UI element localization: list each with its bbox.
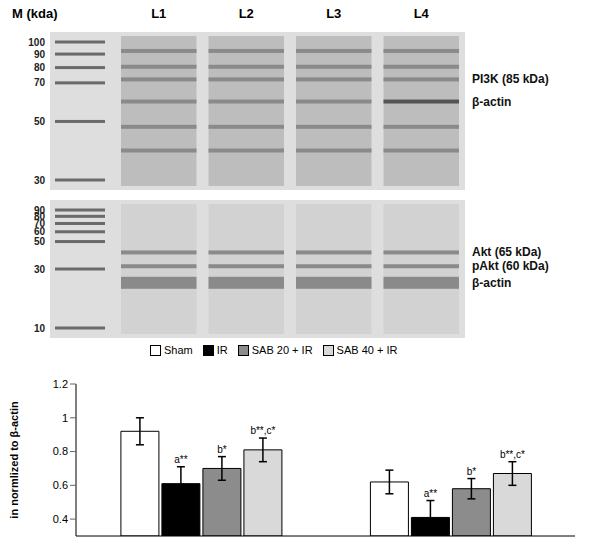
svg-text:M (kda): M (kda)	[12, 6, 58, 21]
svg-text:70: 70	[33, 218, 45, 229]
svg-text:100: 100	[28, 37, 45, 48]
svg-text:L1: L1	[151, 6, 166, 21]
svg-text:80: 80	[34, 62, 46, 73]
svg-text:30: 30	[34, 264, 46, 275]
svg-text:L2: L2	[239, 6, 254, 21]
html-text:IR: IR	[216, 344, 228, 356]
svg-text:L3: L3	[326, 6, 341, 21]
svg-text:50: 50	[34, 236, 46, 247]
svg-text:50: 50	[34, 116, 46, 127]
svg-text:a**: a**	[174, 454, 187, 465]
svg-text:10: 10	[34, 323, 46, 334]
svg-text:Akt (65 kDa): Akt (65 kDa)	[472, 245, 541, 259]
svg-text:β-actin: β-actin	[472, 276, 511, 290]
svg-text:β-actin: β-actin	[472, 95, 511, 109]
svg-text:in normlized to β-actin: in normlized to β-actin	[8, 401, 20, 519]
svg-text:PI3K (85 kDa): PI3K (85 kDa)	[472, 72, 549, 86]
svg-text:80: 80	[33, 210, 45, 222]
svg-text:1: 1	[62, 412, 68, 424]
svg-text:b**,c*: b**,c*	[500, 449, 525, 460]
html-text:Sham: Sham	[164, 344, 193, 356]
svg-text:0.4: 0.4	[53, 513, 68, 525]
svg-text:pAkt (60 kDa): pAkt (60 kDa)	[472, 259, 549, 273]
svg-text:a**: a**	[424, 488, 437, 499]
svg-text:90: 90	[34, 49, 46, 60]
svg-text:b*: b*	[467, 466, 477, 477]
svg-text:b**,c*: b**,c*	[250, 425, 275, 436]
svg-text:0.8: 0.8	[53, 445, 68, 457]
svg-text:L4: L4	[414, 6, 430, 21]
svg-text:0.6: 0.6	[53, 479, 68, 491]
svg-text:30: 30	[34, 175, 46, 186]
svg-text:1.2: 1.2	[53, 378, 68, 390]
html-text:SAB 40 + IR: SAB 40 + IR	[336, 344, 398, 356]
html-text:SAB 20 + IR: SAB 20 + IR	[251, 344, 313, 356]
svg-text:60: 60	[33, 226, 45, 238]
svg-text:70: 70	[34, 77, 46, 88]
svg-text:b*: b*	[217, 444, 227, 455]
